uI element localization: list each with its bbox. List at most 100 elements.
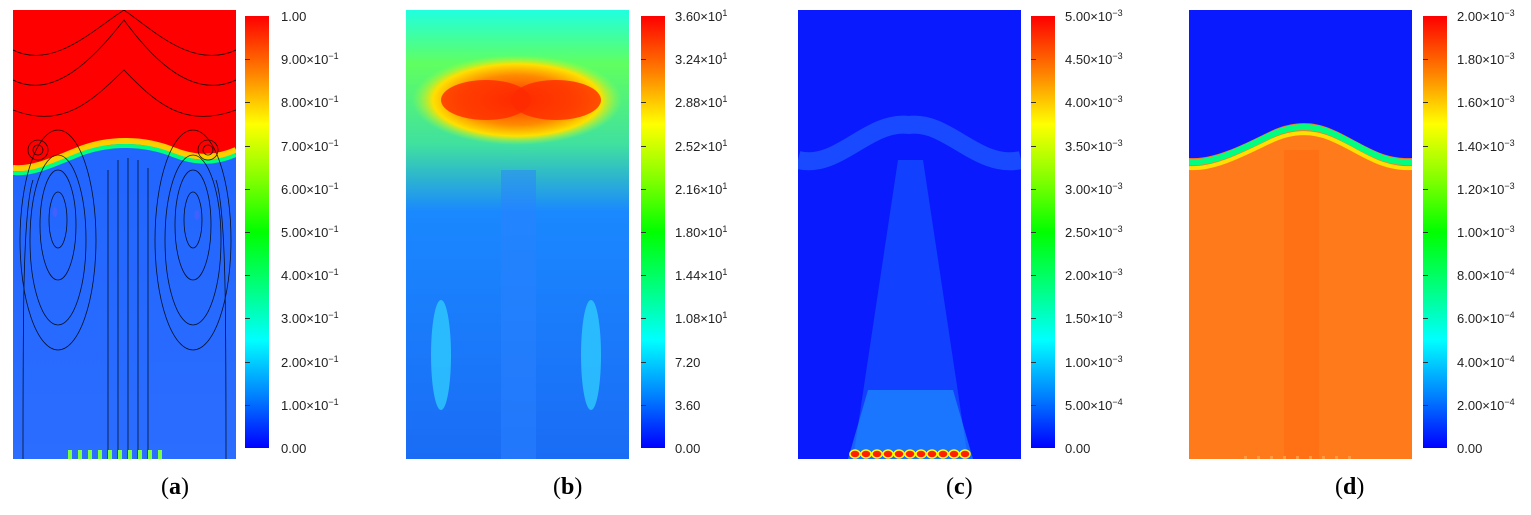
tick-mantissa: 1.00 xyxy=(281,9,307,24)
tick-mantissa: 1.00×10 xyxy=(1065,354,1113,370)
colorbar-tick xyxy=(245,361,250,363)
contour-field-d xyxy=(1189,10,1412,459)
tick-exponent: 1 xyxy=(722,267,728,278)
colorbar-tick xyxy=(1031,102,1036,104)
colorbar-tick xyxy=(245,275,250,277)
tick-exponent: −3 xyxy=(1112,310,1123,321)
colorbar-tick xyxy=(1423,59,1428,61)
tick-exponent: 1 xyxy=(722,8,728,18)
colorbar-tick-label: 2.88×101 xyxy=(675,94,728,111)
tick-mantissa: 2.50×10 xyxy=(1065,225,1113,240)
tick-exponent: −1 xyxy=(328,137,339,148)
tick-mantissa: 4.00×10 xyxy=(1457,354,1505,370)
tick-mantissa: 2.88×10 xyxy=(675,95,723,111)
colorbar-tick-label: 0.00 xyxy=(675,441,700,456)
colorbar-tick xyxy=(1423,275,1428,277)
colorbar-tick xyxy=(1031,188,1036,190)
streamline-plot xyxy=(13,10,236,459)
tick-exponent: −3 xyxy=(1112,137,1123,148)
colorbar-tick-label: 1.00 xyxy=(281,9,306,24)
colorbar-tick-label: 1.80×10−3 xyxy=(1457,52,1515,68)
tick-mantissa: 6.00×10 xyxy=(281,181,329,197)
tick-mantissa: 3.60×10 xyxy=(675,9,723,24)
colorbar-tick-label: 1.20×10−3 xyxy=(1457,180,1515,197)
colorbar-tick-label: 7.00×10−1 xyxy=(281,137,339,154)
tick-exponent: 1 xyxy=(722,94,728,105)
tick-exponent: −3 xyxy=(1112,94,1123,105)
colorbar-tick xyxy=(1423,404,1428,406)
tick-mantissa: 7.20 xyxy=(675,354,701,370)
colorbar-tick-label: 1.00×10−3 xyxy=(1065,354,1123,370)
tick-exponent: −1 xyxy=(328,310,339,321)
tick-exponent: 1 xyxy=(722,310,728,321)
colorbar-tick xyxy=(1423,102,1428,104)
tick-mantissa: 9.00×10 xyxy=(281,52,329,68)
concentration-plot-c xyxy=(798,10,1021,459)
colorbar-tick-label: 3.24×101 xyxy=(675,52,727,68)
colorbar-tick-label: 1.08×101 xyxy=(675,310,728,327)
tick-mantissa: 4.00×10 xyxy=(1065,95,1113,111)
tick-mantissa: 0.00 xyxy=(1065,441,1091,456)
colorbar-tick-label: 5.00×10−3 xyxy=(1065,9,1123,25)
tick-exponent: −1 xyxy=(328,267,339,278)
colorbar-tick-label: 4.50×10−3 xyxy=(1065,52,1123,68)
colorbar-tick xyxy=(245,145,250,147)
tick-exponent: −4 xyxy=(1504,396,1515,407)
colorbar-tick xyxy=(641,361,646,363)
tick-mantissa: 1.40×10 xyxy=(1457,138,1505,154)
colorbar-tick xyxy=(1031,232,1036,233)
tick-mantissa: 2.16×10 xyxy=(675,181,723,197)
tick-exponent: −3 xyxy=(1504,180,1515,191)
colorbar-tick-label: 2.00×10−1 xyxy=(281,353,339,370)
colorbar-tick-label: 7.20 xyxy=(675,355,700,370)
tick-mantissa: 2.00×10 xyxy=(1065,268,1113,284)
tick-mantissa: 3.24×10 xyxy=(675,52,723,68)
colorbar-tick-label: 2.00×10−3 xyxy=(1457,8,1515,25)
tick-exponent: −3 xyxy=(1504,137,1515,148)
tick-exponent: −1 xyxy=(328,396,339,407)
caption-d: (d) xyxy=(1335,474,1365,500)
tick-exponent: 1 xyxy=(722,180,728,191)
colorbar-tick xyxy=(245,318,250,320)
colorbar-tick-label: 4.00×10−3 xyxy=(1065,94,1123,111)
tick-exponent: −3 xyxy=(1112,267,1123,278)
tick-exponent: −1 xyxy=(328,94,339,105)
caption-c: (c) xyxy=(946,474,973,500)
contour-field-b xyxy=(406,10,629,459)
colorbar-tick xyxy=(641,232,646,233)
colorbar-tick xyxy=(641,102,646,104)
panel-b: (b) 3.60×101 3.24×101 2.88×101 2.52×101 2.16… xyxy=(0,0,727,515)
colorbar-tick xyxy=(1031,404,1036,406)
colorbar-tick-label: 0.00 xyxy=(1457,441,1482,456)
tick-exponent: −1 xyxy=(328,224,339,234)
tick-exponent: −3 xyxy=(1504,8,1515,18)
tick-exponent: −1 xyxy=(328,353,339,364)
tick-mantissa: 3.50×10 xyxy=(1065,138,1113,154)
colorbar-tick-label: 3.60×101 xyxy=(675,8,728,25)
tick-exponent: −1 xyxy=(328,180,339,191)
concentration-plot-d xyxy=(1189,10,1412,459)
colorbar-tick-label: 0.00 xyxy=(281,441,306,456)
colorbar-tick xyxy=(641,188,646,190)
colorbar-tick xyxy=(1031,361,1036,363)
colorbar-tick xyxy=(245,59,250,61)
colorbar-tick xyxy=(1031,318,1036,320)
colorbar-tick-label: 8.00×10−1 xyxy=(281,94,339,111)
colorbar-tick xyxy=(245,404,250,406)
colorbar-tick-label: 5.00×10−4 xyxy=(1065,397,1123,413)
colorbar-tick-label: 2.50×10−3 xyxy=(1065,225,1123,241)
tick-mantissa: 1.00×10 xyxy=(281,397,329,413)
colorbar-tick xyxy=(641,318,646,320)
tick-mantissa: 1.08×10 xyxy=(675,311,723,327)
colorbar-tick xyxy=(245,102,250,104)
tick-mantissa: 8.00×10 xyxy=(281,95,329,111)
colorbar-tick-label: 5.00×10−1 xyxy=(281,224,339,241)
contour-field-c xyxy=(798,10,1021,459)
colorbar-tick-label: 4.00×10−1 xyxy=(281,267,339,284)
colorbar-tick xyxy=(641,145,646,147)
colorbar-tick xyxy=(1423,188,1428,190)
colorbar-tick-label: 1.80×101 xyxy=(675,225,727,241)
colorbar-tick-label: 3.50×10−3 xyxy=(1065,137,1123,154)
tick-mantissa: 3.60 xyxy=(675,397,701,413)
